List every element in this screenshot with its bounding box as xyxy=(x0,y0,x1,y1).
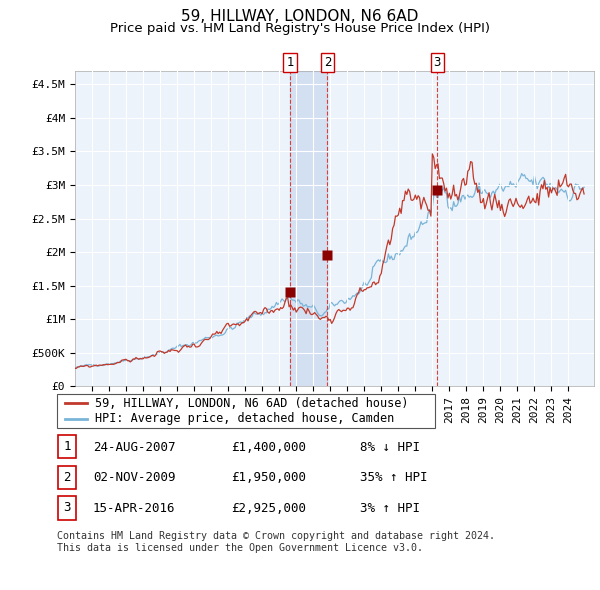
FancyBboxPatch shape xyxy=(58,496,76,520)
Text: 2: 2 xyxy=(324,56,331,69)
Bar xyxy=(290,71,328,386)
Text: 15-APR-2016: 15-APR-2016 xyxy=(93,502,176,515)
Text: 3: 3 xyxy=(434,56,441,69)
Text: 59, HILLWAY, LONDON, N6 6AD: 59, HILLWAY, LONDON, N6 6AD xyxy=(181,9,419,24)
Text: 02-NOV-2009: 02-NOV-2009 xyxy=(93,471,176,484)
Text: Contains HM Land Registry data © Crown copyright and database right 2024.
This d: Contains HM Land Registry data © Crown c… xyxy=(57,531,495,553)
Text: 24-AUG-2007: 24-AUG-2007 xyxy=(93,441,176,454)
FancyBboxPatch shape xyxy=(57,394,435,428)
Text: 59, HILLWAY, LONDON, N6 6AD (detached house): 59, HILLWAY, LONDON, N6 6AD (detached ho… xyxy=(95,396,409,409)
Text: 1: 1 xyxy=(63,440,71,453)
Text: 8% ↓ HPI: 8% ↓ HPI xyxy=(360,441,420,454)
Text: £1,400,000: £1,400,000 xyxy=(231,441,306,454)
Text: 2: 2 xyxy=(63,471,71,484)
FancyBboxPatch shape xyxy=(58,435,76,458)
Text: 1: 1 xyxy=(286,56,294,69)
Text: 3: 3 xyxy=(63,502,71,514)
FancyBboxPatch shape xyxy=(58,466,76,489)
Text: 35% ↑ HPI: 35% ↑ HPI xyxy=(360,471,427,484)
Text: Price paid vs. HM Land Registry's House Price Index (HPI): Price paid vs. HM Land Registry's House … xyxy=(110,22,490,35)
Text: £2,925,000: £2,925,000 xyxy=(231,502,306,515)
Text: HPI: Average price, detached house, Camden: HPI: Average price, detached house, Camd… xyxy=(95,412,394,425)
Text: 3% ↑ HPI: 3% ↑ HPI xyxy=(360,502,420,515)
Text: £1,950,000: £1,950,000 xyxy=(231,471,306,484)
